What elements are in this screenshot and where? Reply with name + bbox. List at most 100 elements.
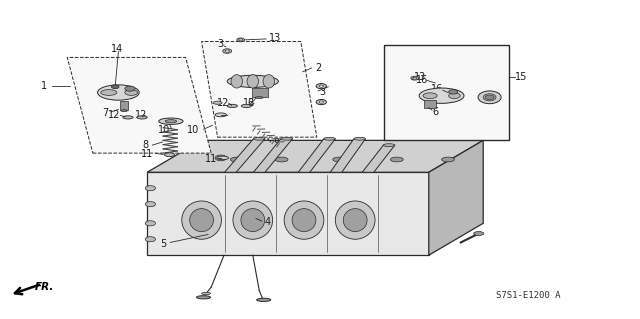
Ellipse shape [213,101,222,104]
Ellipse shape [231,75,243,88]
Ellipse shape [121,110,127,112]
Ellipse shape [196,296,211,299]
Ellipse shape [137,116,147,119]
Ellipse shape [125,90,138,95]
Ellipse shape [123,116,133,119]
Ellipse shape [449,93,460,99]
Ellipse shape [319,85,323,87]
Text: 10: 10 [187,125,200,135]
Ellipse shape [100,90,116,95]
Text: 6: 6 [248,98,254,108]
Circle shape [125,86,135,91]
Ellipse shape [227,104,237,108]
Ellipse shape [241,104,252,108]
Text: 5: 5 [160,239,166,249]
Polygon shape [362,145,395,172]
Text: 3: 3 [319,87,325,97]
Ellipse shape [411,76,419,80]
Ellipse shape [159,118,183,124]
Text: 16: 16 [431,84,444,94]
Ellipse shape [215,113,227,117]
Ellipse shape [182,201,221,239]
Ellipse shape [225,50,230,52]
Ellipse shape [165,120,177,123]
Ellipse shape [255,97,263,99]
Polygon shape [67,57,211,153]
Text: 1: 1 [40,81,47,91]
Circle shape [449,90,458,94]
Polygon shape [330,139,365,172]
Text: 2: 2 [315,63,321,73]
Text: 12: 12 [243,98,256,108]
Ellipse shape [241,209,265,232]
Circle shape [485,95,494,100]
Text: 12: 12 [108,110,120,120]
Ellipse shape [413,77,417,79]
Ellipse shape [343,209,367,232]
Ellipse shape [423,93,437,99]
Ellipse shape [474,232,484,235]
Ellipse shape [247,75,259,88]
Polygon shape [298,139,335,172]
Circle shape [145,202,156,207]
Text: 13: 13 [414,71,427,82]
Polygon shape [253,139,292,172]
Ellipse shape [253,137,265,140]
Polygon shape [429,140,483,255]
Ellipse shape [419,88,464,103]
Ellipse shape [292,209,316,232]
Circle shape [145,186,156,191]
Ellipse shape [324,137,335,140]
Ellipse shape [217,156,228,160]
Bar [252,88,268,97]
Text: 10: 10 [158,125,171,135]
Ellipse shape [98,85,140,100]
Text: 7: 7 [102,108,109,118]
Ellipse shape [390,157,403,162]
Text: 8: 8 [143,140,149,150]
Circle shape [111,85,119,89]
Ellipse shape [316,100,326,105]
Bar [120,101,128,110]
Text: 12: 12 [134,110,147,120]
Ellipse shape [227,75,278,87]
Ellipse shape [239,39,243,41]
Text: S7S1-E1200 A: S7S1-E1200 A [496,291,560,300]
Text: 4: 4 [264,217,271,227]
Circle shape [215,155,227,161]
Ellipse shape [233,201,273,239]
Text: 3: 3 [218,39,224,49]
Ellipse shape [319,101,323,103]
Text: 14: 14 [111,44,124,55]
Circle shape [145,237,156,242]
Ellipse shape [284,201,324,239]
Text: 16: 16 [416,75,429,85]
Ellipse shape [257,298,271,301]
Polygon shape [202,41,317,137]
Ellipse shape [478,91,501,104]
Polygon shape [225,139,265,172]
Ellipse shape [164,153,175,157]
Ellipse shape [275,157,288,162]
Ellipse shape [263,75,275,88]
Ellipse shape [354,137,365,140]
Text: FR.: FR. [35,282,54,292]
Bar [384,45,509,140]
Ellipse shape [189,209,214,232]
Ellipse shape [316,84,326,89]
Text: 6: 6 [432,107,438,117]
Text: 12: 12 [216,98,229,108]
Ellipse shape [442,157,454,162]
Circle shape [145,221,156,226]
Text: 11: 11 [205,153,218,164]
Bar [424,100,436,108]
Text: 15: 15 [515,71,527,82]
Polygon shape [147,172,429,255]
Ellipse shape [333,157,346,162]
Ellipse shape [281,137,292,140]
Text: 11: 11 [141,149,154,160]
Ellipse shape [223,49,232,53]
Ellipse shape [483,94,496,101]
Ellipse shape [335,201,375,239]
Text: 9: 9 [273,138,280,148]
